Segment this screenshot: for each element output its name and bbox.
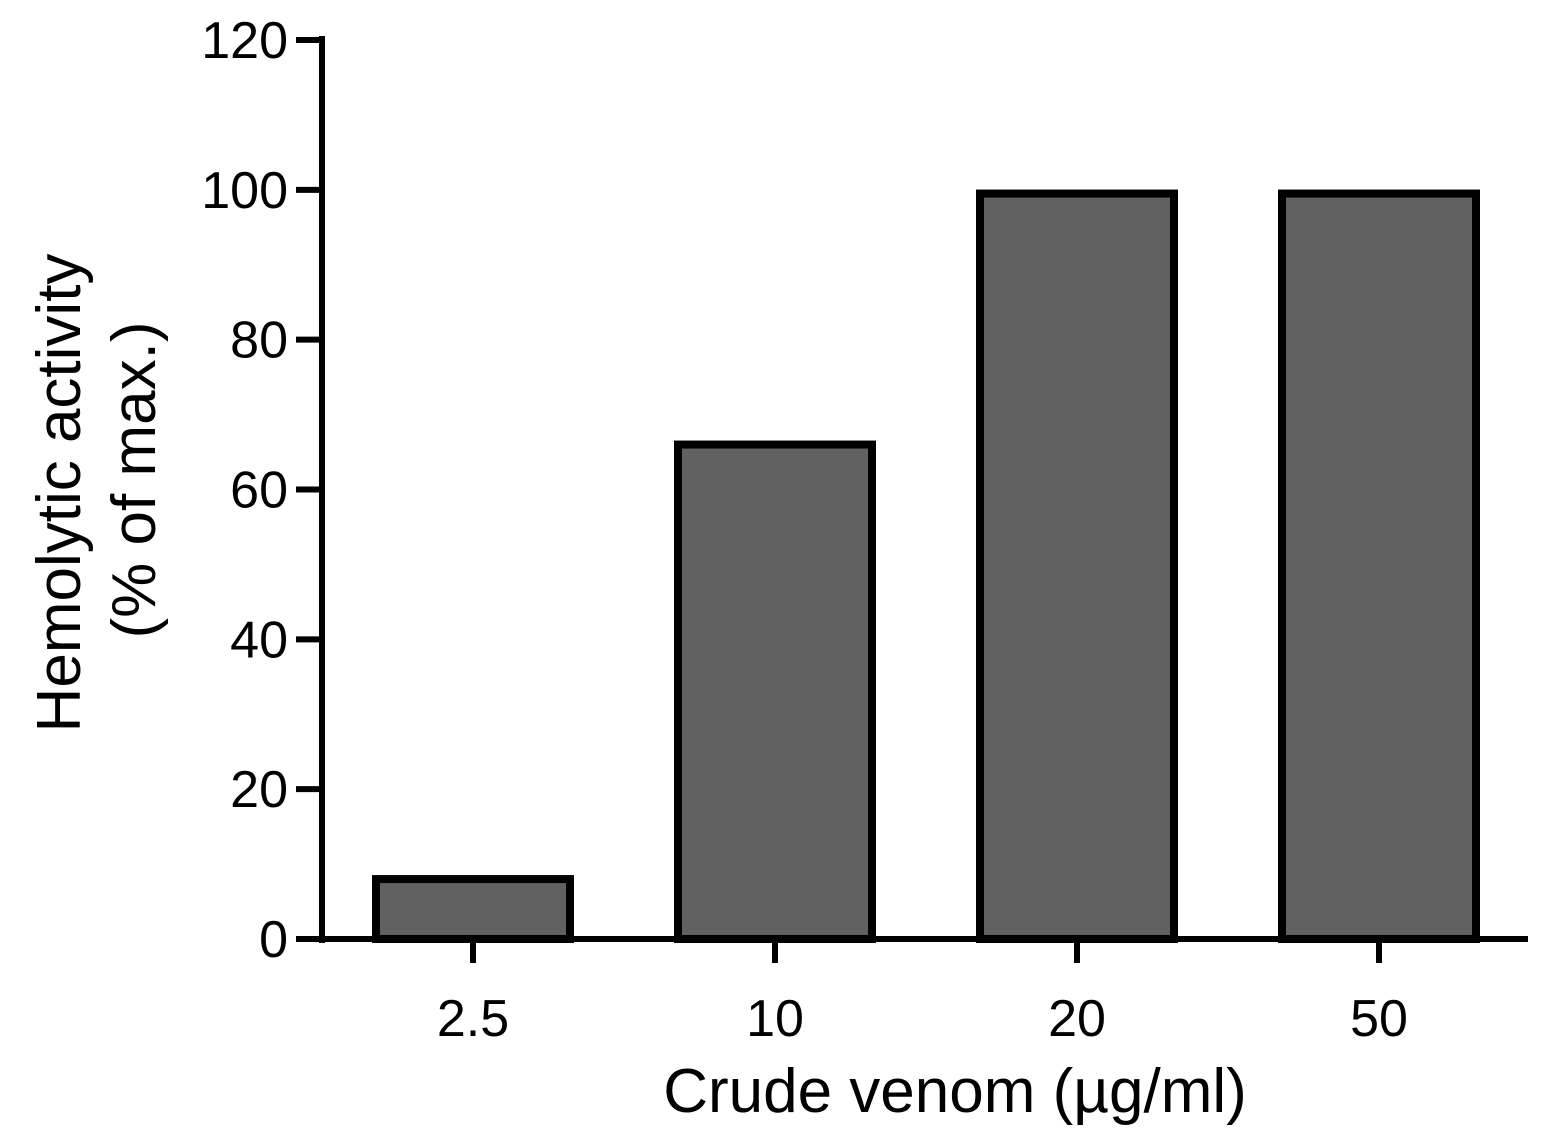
x-tick-label-10: 10 [746,990,804,1048]
y-tick-label-0: 0 [259,911,288,969]
y-axis-title-line-1: Hemolytic activity [25,254,94,733]
y-tick-label-40: 40 [230,611,288,669]
bar-50 [1278,189,1480,943]
bar-20 [976,189,1178,943]
x-tick-label-20: 20 [1048,990,1106,1048]
ticks-layer: 0 20 40 60 80 100 120 2.5 10 20 50 [201,12,1408,1048]
y-tick-label-20: 20 [230,761,288,819]
y-tick-label-120: 120 [201,12,288,70]
y-tick-label-100: 100 [201,162,288,220]
labels-layer: Crude venom (µg/ml) Hemolytic activity (… [25,254,1247,1126]
x-axis-title: Crude venom (µg/ml) [663,1057,1247,1126]
x-tick-label-50: 50 [1350,990,1408,1048]
bar-10 [674,440,876,943]
bar-2.5 [372,875,574,943]
y-tick-label-60: 60 [230,462,288,520]
y-axis-title-line-2: (% of max.) [100,322,169,639]
x-tick-label-2.5: 2.5 [437,990,509,1048]
y-tick-label-80: 80 [230,312,288,370]
bars-layer [372,189,1480,943]
